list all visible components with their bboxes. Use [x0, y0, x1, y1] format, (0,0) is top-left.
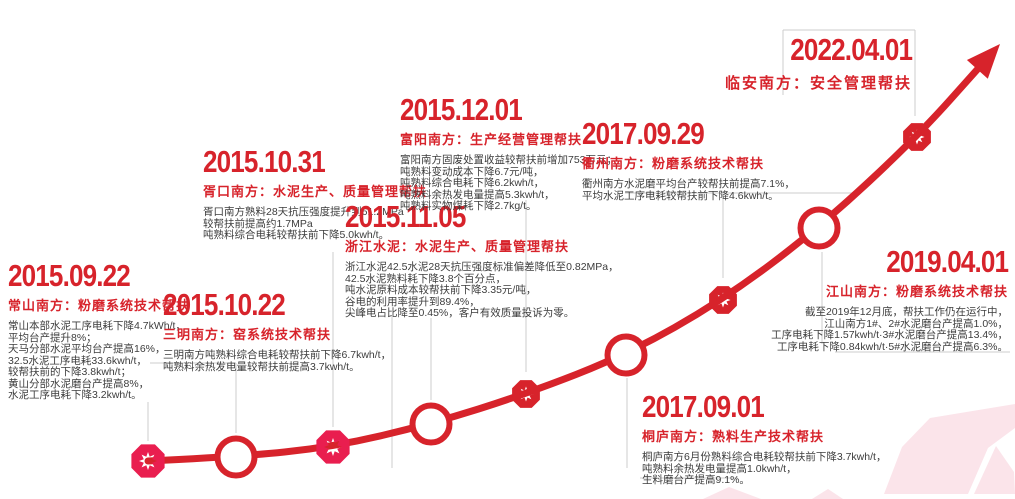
milestone-line: 尖峰电占比降至0.45%，客户有效质量投诉为零。: [345, 307, 575, 319]
milestone-line: 吨熟料余热发电量提高5.3kwh/t，: [400, 188, 555, 201]
milestone-date: 2022.04.01: [790, 32, 913, 67]
milestone-date: 2017.09.01: [642, 389, 765, 424]
milestone-block: 2015.10.22 三明南方：窑系统技术帮扶三明南方吨熟料综合电耗较帮扶前下降6…: [163, 287, 392, 373]
milestone-date: 2017.09.29: [582, 116, 705, 151]
milestone-date: 2015.12.01: [400, 92, 523, 127]
milestone-node-gear-icon: [131, 444, 165, 478]
milestone-node-gear-icon: [903, 123, 931, 151]
milestone-title: 胥口南方：水泥生产、质量管理帮扶: [203, 184, 428, 199]
milestone-line: 衢州南方水泥磨平均台产较帮扶前提高7.1%，: [582, 178, 795, 190]
arrow-icon: [966, 44, 1000, 79]
milestone-title: 临安南方：安全管理帮扶: [724, 76, 912, 92]
watermark-shape: [703, 404, 1015, 499]
timeline-curve: [144, 44, 1000, 465]
milestone-line: 平均台产提升8%；: [8, 331, 97, 344]
milestone-line: 吨熟料余热发电量提高1.0kwh/t，: [642, 462, 797, 475]
milestone-line: 桐庐南方6月份熟料综合电耗较帮扶前下降3.7kwh/t，: [642, 451, 887, 463]
timeline-nodes: [131, 123, 931, 479]
milestone-details: 三明南方吨熟料综合电耗较帮扶前下降6.7kwh/t， 吨熟料余热发电量较帮扶前提高…: [163, 349, 392, 373]
milestone-title: 浙江水泥：水泥生产、质量管理帮扶: [345, 239, 570, 254]
milestone-node-circle: [604, 333, 648, 377]
milestone-title: 常山南方：粉磨系统技术帮扶: [8, 298, 191, 313]
milestone-details: 富阳南方固废处置收益较帮扶前增加753万元； 吨熟料变动成本下降6.7元/吨， 吨熟…: [400, 154, 618, 213]
milestone-date: 2015.10.22: [163, 287, 286, 322]
milestone-line: 较帮扶前的下降3.8kwh/t；: [8, 366, 132, 378]
milestone-details: 浙江水泥42.5水泥28天抗压强度标准偏差降低至0.82MPa， 42.5水泥熟料…: [345, 261, 619, 320]
milestone-line: 胥口南方熟料28天抗压强度提升到61.2MPa: [203, 206, 404, 218]
leader-lines: [147, 29, 1010, 479]
milestone-date: 2015.09.22: [8, 258, 131, 293]
milestone-line: 工序电耗下降1.57kwh/t·3#水泥磨台产提高13.4%，: [771, 329, 1008, 341]
milestone-block: 2017.09.29 衢州南方：粉磨系统技术帮扶衢州南方水泥磨平均台产较帮扶前提高…: [582, 116, 795, 202]
watermark-shape: [812, 489, 843, 499]
watermark-shape: [703, 487, 761, 499]
milestone-details: 胥口南方熟料28天抗压强度提升到61.2MPa 较帮扶前提高约1.7MPa 吨熟料综…: [203, 206, 427, 242]
watermark-shape: [974, 446, 1015, 494]
milestone-details: 桐庐南方6月份熟料综合电耗较帮扶前下降3.7kwh/t， 吨熟料余热发电量提高1.…: [642, 451, 887, 487]
milestone-node-gear-icon: [709, 286, 737, 314]
milestone-node-gear-icon: [512, 380, 540, 408]
milestone-line: 浙江水泥42.5水泥28天抗压强度标准偏差降低至0.82MPa，: [345, 261, 619, 273]
milestone-block: 2019.04.01 江山南方：粉磨系统技术帮扶截至2019年12月底，帮扶工作仍…: [771, 244, 1009, 353]
milestone-line: 截至2019年12月底，帮扶工作仍在运行中，: [804, 306, 1008, 318]
timeline-curve-path: [144, 58, 988, 465]
milestone-details: 常山本部水泥工序电耗下降4.7kWh/t， 平均台产提升8%； 天马分部水泥平均台产…: [8, 320, 190, 402]
milestone-line: 工序电耗下降0.84kwh/t·5#水泥磨台产提高6.3%。: [776, 340, 1008, 353]
milestone-block: 2022.04.01 临安南方：安全管理帮扶: [724, 32, 913, 93]
milestone-line: 水泥工序电耗下降3.2kwh/t。: [8, 389, 142, 401]
milestone-line: 较帮扶前提高约1.7MPa: [203, 217, 313, 230]
milestone-title: 富阳南方：生产经营管理帮扶: [400, 132, 583, 147]
milestone-node-circle: [409, 402, 453, 446]
milestone-node-circle: [214, 435, 258, 479]
milestone-title: 衢州南方：粉磨系统技术帮扶: [582, 156, 765, 171]
milestone-line: 谷电的利用率提升到89.4%，: [345, 295, 480, 308]
milestone-block: 2015.11.05 浙江水泥：水泥生产、质量管理帮扶浙江水泥42.5水泥28天抗…: [345, 199, 619, 320]
milestone-line: 富阳南方固废处置收益较帮扶前增加753万元；: [400, 154, 618, 166]
milestone-line: 吨熟料综合电耗较帮扶前下降5.0kwh/t。: [203, 229, 390, 241]
milestone-title: 江山南方：粉磨系统技术帮扶: [825, 284, 1008, 299]
milestone-line: 常山本部水泥工序电耗下降4.7kWh/t，: [8, 320, 186, 332]
milestone-line: 平均水泥工序电耗较帮扶前下降4.6kwh/t。: [582, 189, 779, 202]
watermark-shape: [884, 404, 1015, 494]
milestone-block: 2015.12.01 富阳南方：生产经营管理帮扶富阳南方固废处置收益较帮扶前增加7…: [400, 92, 618, 213]
milestone-line: 吨熟料实物煤耗下降2.7kg/t。: [400, 200, 537, 212]
milestone-line: 黄山分部水泥磨台产提高8%，: [8, 377, 150, 390]
milestone-date: 2015.10.31: [203, 144, 326, 179]
milestone-line: 江山南方1#、2#水泥磨台产提高1.0%，: [824, 317, 1008, 330]
milestone-line: 吨水泥原料成本较帮扶前下降3.35元/吨，: [345, 284, 537, 296]
milestone-details: 截至2019年12月底，帮扶工作仍在运行中， 江山南方1#、2#水泥磨台产提高1.…: [771, 306, 1008, 353]
milestone-line: 三明南方吨熟料综合电耗较帮扶前下降6.7kwh/t，: [163, 349, 392, 361]
milestone-line: 42.5水泥熟料耗下降3.8个百分点，: [345, 272, 507, 285]
milestone-title: 桐庐南方：熟料生产技术帮扶: [642, 429, 825, 444]
milestone-line: 吨熟料变动成本下降6.7元/吨，: [400, 165, 544, 178]
milestone-details: 衢州南方水泥磨平均台产较帮扶前提高7.1%， 平均水泥工序电耗较帮扶前下降4.6k…: [582, 178, 795, 202]
milestone-block: 2015.09.22 常山南方：粉磨系统技术帮扶 常山本部水泥工序电耗下降4.7kW…: [8, 258, 191, 402]
milestone-date: 2015.11.05: [345, 199, 466, 234]
milestone-line: 生料磨台产提高9.1%。: [642, 474, 750, 486]
milestone-node-gear-icon: [316, 430, 350, 464]
milestone-node-circle: [797, 206, 841, 250]
milestone-line: 天马分部水泥平均台产提高16%，: [8, 343, 166, 355]
milestone-line: 32.5水泥工序电耗33.6kwh/t，: [8, 354, 147, 367]
milestone-line: 吨熟料综合电耗下降6.2kwh/t，: [400, 177, 545, 189]
milestone-block: 2015.10.31 胥口南方：水泥生产、质量管理帮扶 胥口南方熟料28天抗压强度提…: [203, 144, 428, 242]
milestone-block: 2017.09.01 桐庐南方：熟料生产技术帮扶桐庐南方6月份熟料综合电耗较帮扶前…: [642, 389, 887, 487]
milestone-title: 三明南方：窑系统技术帮扶: [163, 327, 332, 342]
milestone-line: 吨熟料余热发电量较帮扶前提高3.7kwh/t。: [163, 360, 360, 373]
milestone-date: 2019.04.01: [886, 244, 1009, 279]
